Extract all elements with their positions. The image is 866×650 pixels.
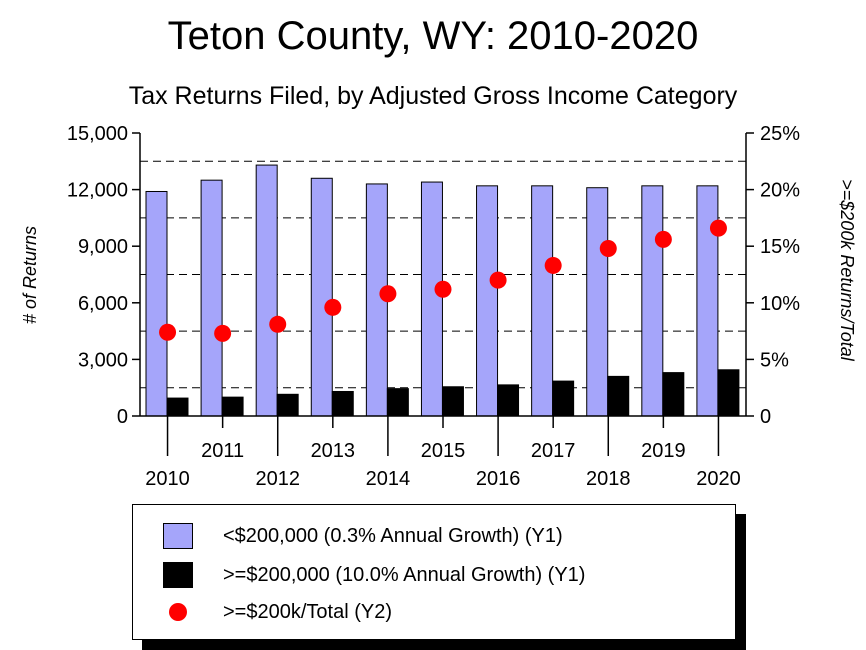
legend-label-ratio: >=$200k/Total (Y2) <box>223 600 392 623</box>
legend: <$200,000 (0.3% Annual Growth) (Y1) >=$2… <box>132 504 736 640</box>
point-ratio <box>489 271 507 289</box>
legend-swatch-under-200k <box>163 523 193 549</box>
legend-marker-ratio <box>169 603 187 621</box>
y-axis-title: # of Returns <box>20 226 40 324</box>
y-tick-label: 3,000 <box>78 349 128 371</box>
point-ratio <box>544 256 562 274</box>
y-tick-label: 15,000 <box>67 123 128 145</box>
x-tick-label: 2014 <box>366 468 411 490</box>
point-ratio <box>709 219 727 237</box>
axes <box>132 132 754 456</box>
legend-label-over-200k: >=$200,000 (10.0% Annual Growth) (Y1) <box>223 563 586 586</box>
bar-under-200k <box>310 177 333 417</box>
x-tick-label: 2015 <box>421 440 466 462</box>
point-ratio <box>159 323 177 341</box>
point-ratio <box>599 239 617 257</box>
legend-label-under-200k: <$200,000 (0.3% Annual Growth) (Y1) <box>223 524 563 547</box>
x-tick-label: 2018 <box>586 468 631 490</box>
x-tick-label: 2010 <box>145 468 190 490</box>
point-ratio <box>214 324 232 342</box>
bar-over-200k <box>331 390 354 417</box>
chart-plot: 0 3,000 6,000 9,000 12,000 15,000 0 5% 10% 15% 20%… <box>20 123 857 490</box>
bar-over-200k <box>386 388 409 417</box>
bar-under-200k <box>200 179 223 417</box>
chart-title: Teton County, WY: 2010-2020 <box>167 14 699 58</box>
y2-axis-title: >=$200k Returns/Total <box>837 179 857 361</box>
tick-labels: 0 3,000 6,000 9,000 12,000 15,000 0 5% 10% 15% 20%… <box>67 123 800 490</box>
bar-over-200k <box>717 369 740 417</box>
y2-tick-label: 15% <box>760 236 800 258</box>
bar-under-200k <box>586 187 609 417</box>
bar-under-200k <box>476 185 499 417</box>
bar-over-200k <box>166 397 189 417</box>
y-tick-label: 12,000 <box>67 180 128 202</box>
x-tick-label: 2013 <box>311 440 356 462</box>
point-ratio <box>379 285 397 303</box>
bar-under-200k <box>420 181 443 417</box>
y2-tick-label: 25% <box>760 123 800 145</box>
y2-tick-label: 5% <box>760 349 789 371</box>
x-tick-label: 2011 <box>201 440 244 462</box>
x-tick-label: 2016 <box>476 468 521 490</box>
chart-subtitle: Tax Returns Filed, by Adjusted Gross Inc… <box>128 82 738 110</box>
bar-over-200k <box>552 380 575 417</box>
bar-over-200k <box>662 372 685 417</box>
x-tick-label: 2019 <box>641 440 686 462</box>
x-tick-label: 2020 <box>696 468 741 490</box>
bar-over-200k <box>497 384 520 417</box>
bar-over-200k <box>221 396 244 417</box>
bar-under-200k <box>641 185 664 417</box>
y-tick-label: 9,000 <box>78 236 128 258</box>
bar-over-200k <box>607 375 630 417</box>
bar-over-200k <box>276 393 299 417</box>
bar-under-200k <box>255 164 278 417</box>
x-tick-label: 2017 <box>531 440 576 462</box>
point-ratio <box>434 280 452 298</box>
y-tick-label: 6,000 <box>78 293 128 315</box>
y2-tick-label: 20% <box>760 180 800 202</box>
legend-swatch-over-200k <box>163 562 193 588</box>
bar-over-200k <box>441 386 464 417</box>
bar-under-200k <box>531 185 554 417</box>
points <box>159 219 727 342</box>
bars <box>145 164 740 417</box>
point-ratio <box>269 315 287 333</box>
y-tick-label: 0 <box>117 406 128 428</box>
y2-tick-label: 0 <box>760 406 771 428</box>
x-tick-label: 2012 <box>255 468 300 490</box>
y2-tick-label: 10% <box>760 293 800 315</box>
bar-under-200k <box>145 190 168 417</box>
bar-under-200k <box>696 185 719 417</box>
point-ratio <box>324 298 342 316</box>
point-ratio <box>654 230 672 248</box>
